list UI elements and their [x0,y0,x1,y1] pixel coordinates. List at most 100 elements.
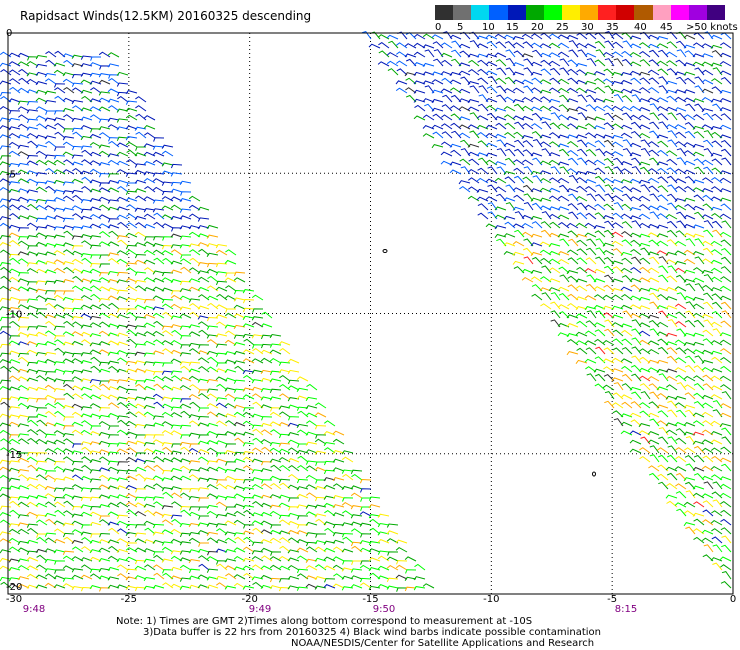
wind-barb [611,322,624,328]
wind-barb [648,319,660,328]
wind-barb [503,242,516,247]
wind-barb [586,373,597,382]
wind-barb [53,215,66,220]
wind-barb [595,238,606,247]
wind-barb [143,241,156,247]
wind-barb [612,410,624,418]
wind-barb [685,409,696,418]
wind-barb [224,351,237,356]
wind-barb [386,51,399,58]
wind-barb [99,321,111,328]
wind-barb [593,125,606,130]
wind-barb [225,573,237,580]
wind-barb [107,511,120,517]
wind-barb [559,184,570,193]
wind-barb [306,492,318,499]
wind-barb [26,312,39,319]
wind-barb [206,295,219,301]
wind-barb [422,114,435,121]
wind-barb [315,434,327,439]
wind-barb [153,554,165,562]
wind-barb [161,429,174,436]
wind-barb [557,251,570,256]
wind-barb [189,487,201,493]
wind-barb [504,176,516,184]
wind-barb [693,454,705,463]
wind-barb [81,176,93,184]
wind-barb [549,77,561,85]
wind-barb [197,574,210,580]
wind-barb [134,152,147,157]
wind-barb [640,436,651,445]
wind-barb [657,140,669,148]
wind-barb [440,71,453,76]
wind-barb [386,34,399,40]
wind-barb [18,227,30,232]
wind-barb [567,68,579,76]
wind-barb [504,122,516,130]
wind-barb [566,314,579,319]
wind-barb [143,385,156,391]
wind-barb [17,501,30,508]
wind-barb [36,419,48,427]
wind-barb [207,302,219,310]
wind-barb [675,428,687,436]
wind-barb [171,249,183,256]
wind-barb [486,86,498,94]
wind-barb [324,509,336,517]
wind-barb [206,584,219,589]
wind-barb [251,424,264,430]
wind-barb [62,468,75,473]
wind-barb [521,214,534,220]
wind-barb [17,396,30,401]
wind-barb [359,547,372,553]
wind-barb [116,379,129,384]
wind-barb [243,509,255,517]
wind-barb [233,342,246,347]
wind-barb [341,586,354,591]
wind-barb [198,389,210,394]
wind-barb [71,411,84,418]
wind-barb [594,193,606,202]
x-tick-label: -20 [241,594,257,605]
wind-barb [702,455,714,463]
wind-barb [116,548,129,553]
wind-barb [44,485,57,490]
wind-barb [674,198,687,203]
wind-barb [233,404,246,409]
wind-barb [595,310,606,319]
wind-barb [44,493,57,499]
wind-barb [9,311,21,319]
wind-barb [224,512,237,517]
wind-barb [54,528,66,535]
wind-barb [512,36,525,41]
wind-barb [350,568,363,573]
wind-barb [117,419,129,427]
wind-barb [143,115,156,121]
wind-barb [224,312,237,319]
wind-barb [143,459,156,465]
wind-barb [179,532,192,538]
wind-barb [179,313,192,319]
wind-barb [378,50,390,58]
wind-barb [62,181,75,186]
wind-barb [117,573,129,580]
wind-barb [296,493,309,499]
wind-barb [89,179,102,184]
wind-barb [503,96,516,103]
wind-barb [125,556,138,562]
wind-barb [36,533,47,538]
wind-barb [539,170,552,175]
wind-barb [341,575,354,580]
wind-barb [269,529,282,535]
wind-barb [107,252,120,257]
wind-barb [638,213,651,220]
wind-barb [269,585,282,590]
wind-barb [656,404,669,409]
wind-barb [0,145,12,150]
wind-barb [710,276,723,283]
wind-barb [170,575,183,580]
wind-barb [548,98,561,103]
wind-barb [99,132,111,139]
wind-barb [675,274,687,283]
